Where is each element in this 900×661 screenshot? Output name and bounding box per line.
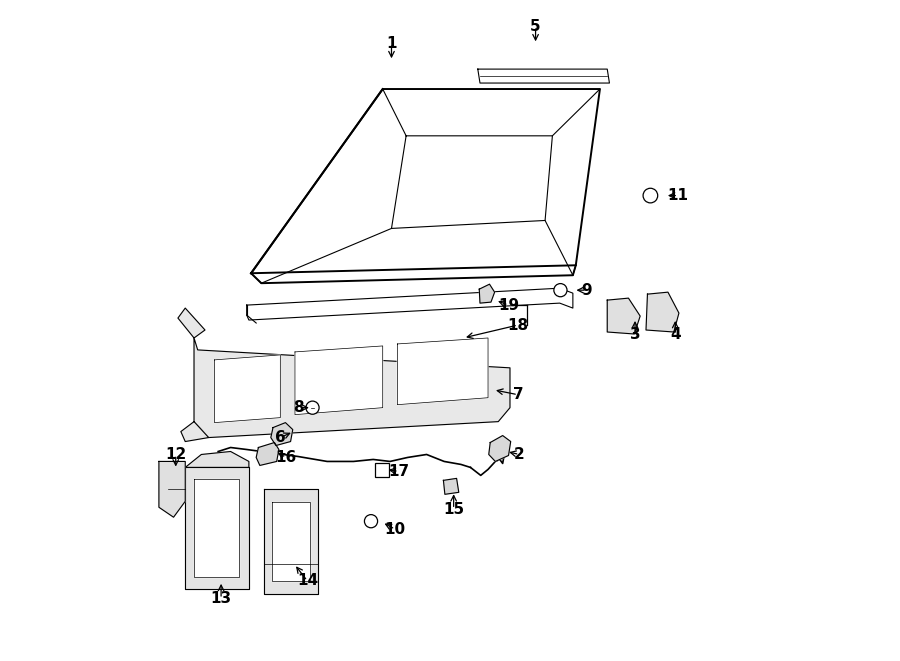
- Polygon shape: [273, 502, 310, 581]
- Text: 17: 17: [388, 464, 410, 479]
- Polygon shape: [295, 346, 382, 414]
- Polygon shape: [264, 489, 319, 594]
- Polygon shape: [247, 288, 573, 320]
- Text: 15: 15: [443, 502, 464, 517]
- Circle shape: [306, 401, 319, 414]
- Text: 8: 8: [293, 400, 304, 415]
- Text: 6: 6: [274, 430, 285, 445]
- Polygon shape: [489, 436, 510, 461]
- Text: 13: 13: [211, 592, 231, 606]
- Text: 19: 19: [498, 297, 519, 313]
- Polygon shape: [397, 338, 488, 405]
- Bar: [375, 463, 389, 477]
- Polygon shape: [159, 461, 185, 517]
- Text: 7: 7: [513, 387, 523, 403]
- Polygon shape: [214, 355, 280, 422]
- Polygon shape: [444, 479, 459, 494]
- Text: 1: 1: [386, 36, 397, 51]
- Polygon shape: [478, 69, 609, 83]
- Polygon shape: [271, 422, 292, 446]
- Text: 3: 3: [630, 327, 640, 342]
- Text: 9: 9: [581, 283, 592, 297]
- Text: 16: 16: [275, 450, 297, 465]
- Circle shape: [554, 284, 567, 297]
- Polygon shape: [646, 292, 679, 332]
- Polygon shape: [185, 467, 249, 589]
- Polygon shape: [194, 338, 510, 438]
- Polygon shape: [194, 479, 239, 577]
- Text: 14: 14: [297, 574, 318, 588]
- Polygon shape: [251, 89, 600, 273]
- Text: 12: 12: [165, 447, 186, 462]
- Text: 2: 2: [514, 447, 525, 462]
- Polygon shape: [185, 451, 249, 467]
- Polygon shape: [608, 298, 640, 334]
- Text: 18: 18: [508, 317, 528, 332]
- Circle shape: [364, 515, 378, 527]
- Polygon shape: [480, 284, 495, 303]
- Text: 10: 10: [384, 522, 406, 537]
- Circle shape: [644, 188, 658, 203]
- Polygon shape: [178, 308, 205, 338]
- Text: 4: 4: [670, 327, 680, 342]
- Polygon shape: [392, 136, 553, 229]
- Text: 11: 11: [668, 188, 688, 203]
- Text: 5: 5: [530, 19, 541, 34]
- Polygon shape: [256, 442, 279, 465]
- Polygon shape: [181, 422, 209, 442]
